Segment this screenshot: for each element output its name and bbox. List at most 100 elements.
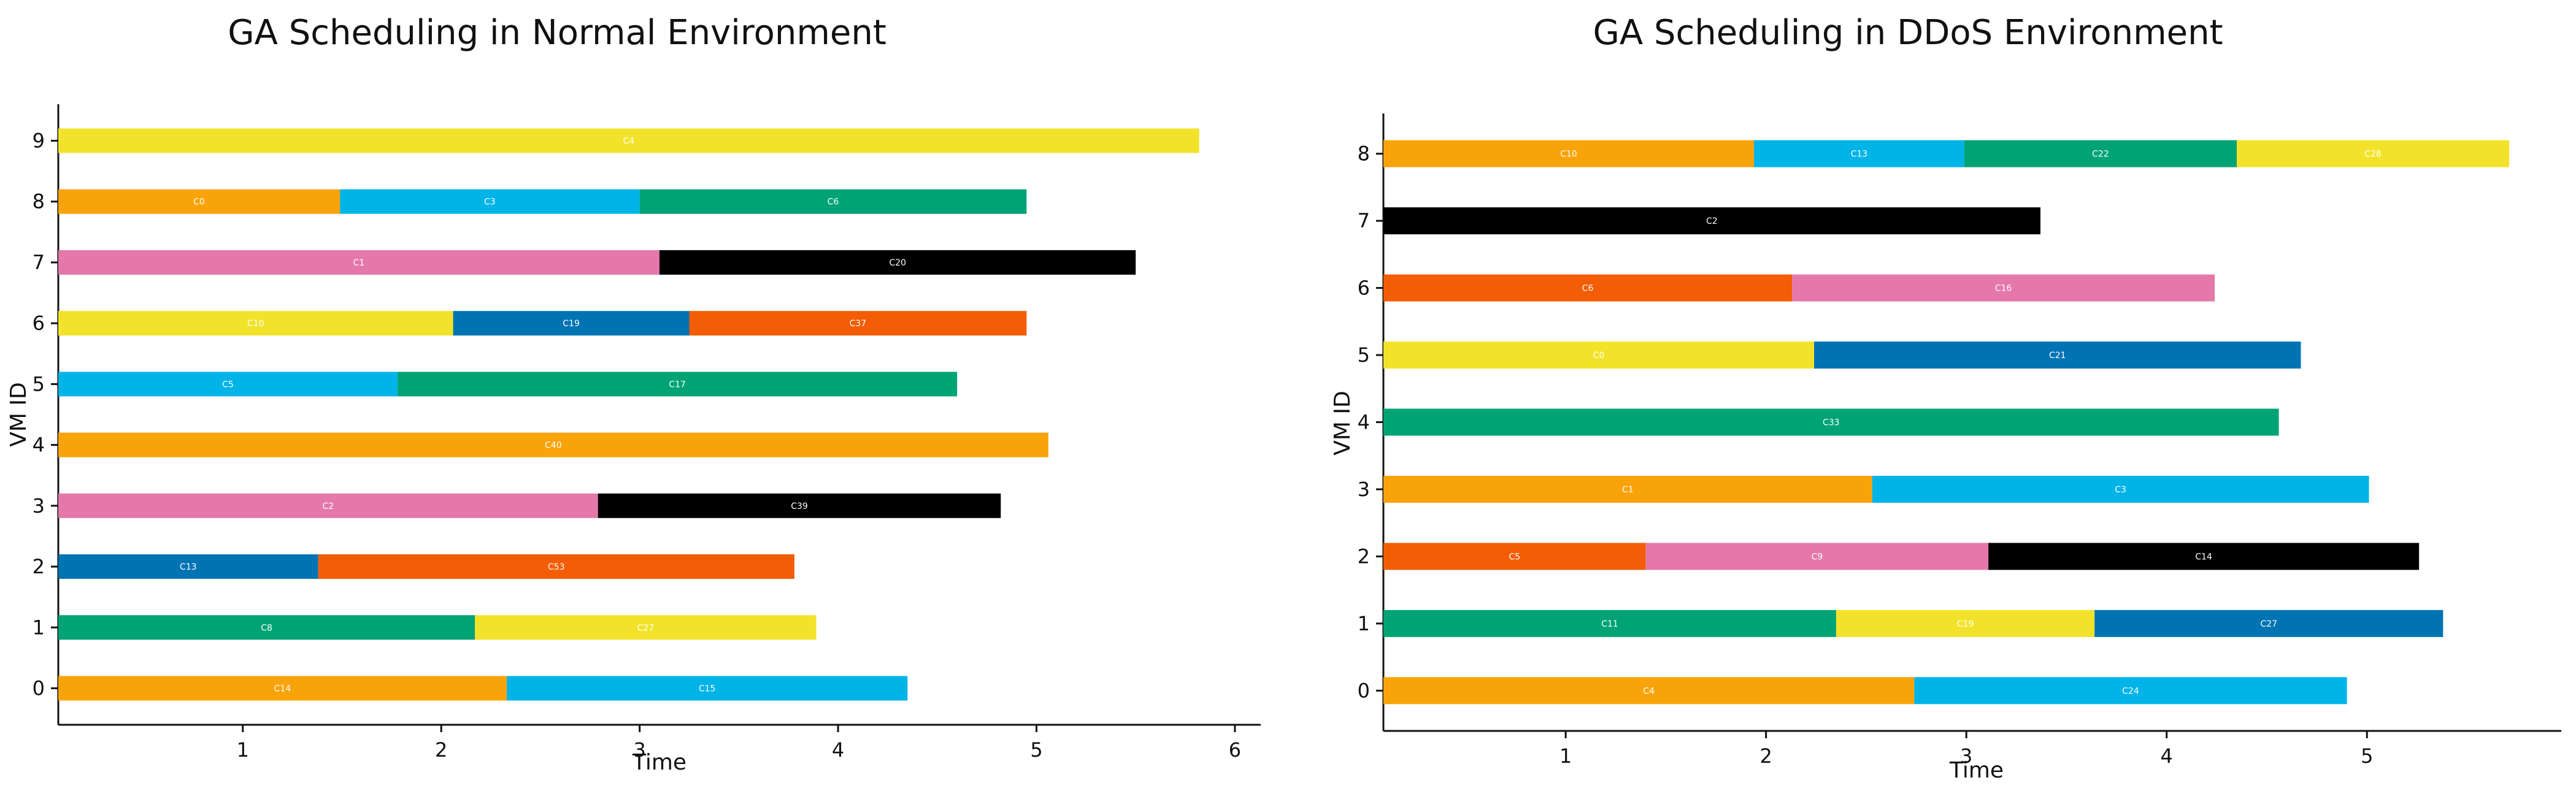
task-label: C28 bbox=[2364, 150, 2382, 159]
x-tick-label: 2 bbox=[1759, 744, 1772, 768]
task-label: C11 bbox=[1601, 619, 1618, 629]
task-bar-vm6-c16 bbox=[1792, 274, 2215, 302]
chart-ddos-environment: GA Scheduling in DDoS Environment VM ID … bbox=[1330, 13, 2561, 783]
task-label: C16 bbox=[1995, 284, 2012, 294]
task-label: C4 bbox=[623, 137, 635, 147]
task-bar-vm3-c1 bbox=[1383, 475, 1872, 503]
task-bar-vm7-c2 bbox=[1383, 207, 2041, 235]
y-tick-label: 6 bbox=[33, 311, 45, 335]
task-bar-vm9-c4 bbox=[58, 128, 1199, 153]
task-label: C2 bbox=[323, 502, 334, 511]
y-tick-label: 7 bbox=[1358, 209, 1370, 232]
x-tick-label: 1 bbox=[1559, 744, 1572, 768]
task-bar-vm0-c14 bbox=[58, 676, 507, 701]
x-tick-label: 4 bbox=[2161, 744, 2173, 768]
task-label: C21 bbox=[2049, 351, 2066, 361]
task-label: C27 bbox=[2260, 619, 2277, 629]
task-bar-vm7-c20 bbox=[659, 250, 1136, 275]
y-tick-label: 4 bbox=[33, 434, 45, 457]
task-label: C40 bbox=[545, 441, 562, 451]
task-bar-vm8-c0 bbox=[58, 189, 340, 214]
task-label: C13 bbox=[180, 562, 197, 572]
task-label: C10 bbox=[247, 319, 264, 329]
y-tick-label: 5 bbox=[33, 372, 45, 396]
y-tick-label: 2 bbox=[1358, 545, 1370, 568]
y-tick-label: 3 bbox=[33, 494, 45, 518]
task-label: C24 bbox=[2122, 686, 2139, 696]
task-label: C6 bbox=[828, 197, 839, 207]
task-label: C0 bbox=[1593, 351, 1605, 361]
task-label: C5 bbox=[222, 380, 234, 389]
y-tick-label: 2 bbox=[33, 555, 45, 578]
y-tick-label: 7 bbox=[33, 251, 45, 274]
task-bar-vm5-c5 bbox=[58, 372, 398, 397]
task-label: C2 bbox=[1706, 216, 1718, 226]
task-label: C15 bbox=[699, 684, 716, 694]
task-bar-vm3-c2 bbox=[58, 493, 598, 518]
task-bar-vm2-c13 bbox=[58, 554, 318, 579]
x-tick-label: 1 bbox=[237, 738, 249, 762]
task-label: C37 bbox=[850, 319, 867, 329]
task-label: C10 bbox=[1560, 150, 1577, 159]
chart-title: GA Scheduling in DDoS Environment bbox=[1593, 13, 2223, 53]
task-label: C3 bbox=[484, 197, 496, 207]
task-bar-vm4-c33 bbox=[1383, 408, 2279, 436]
task-bar-vm1-c11 bbox=[1383, 609, 1836, 637]
task-label: C6 bbox=[1582, 284, 1594, 294]
task-label: C9 bbox=[1812, 552, 1823, 562]
task-bar-vm8-c22 bbox=[1964, 140, 2237, 167]
task-bar-vm8-c28 bbox=[2237, 140, 2510, 167]
task-bar-vm8-c13 bbox=[1754, 140, 1964, 167]
y-tick-label: 1 bbox=[33, 616, 45, 639]
task-label: C8 bbox=[261, 623, 272, 633]
y-tick-label: 6 bbox=[1358, 277, 1370, 300]
task-label: C17 bbox=[669, 380, 686, 389]
task-bar-vm6-c6 bbox=[1383, 274, 1793, 302]
y-tick-label: 9 bbox=[33, 129, 45, 153]
x-tick-label: 3 bbox=[633, 738, 645, 762]
x-tick-label: 3 bbox=[1960, 744, 1972, 768]
y-tick-label: 8 bbox=[33, 190, 45, 213]
y-tick-label: 5 bbox=[1358, 343, 1370, 367]
task-bar-vm4-c40 bbox=[58, 432, 1048, 457]
ticks-group: 0 1 2 3 4 5 6 7 8 1 2 3 4 5 bbox=[1358, 142, 2374, 768]
y-tick-label: 0 bbox=[1358, 679, 1370, 702]
y-axis-label: VM ID bbox=[1330, 391, 1355, 455]
task-bar-vm6-c37 bbox=[689, 311, 1027, 336]
task-label: C20 bbox=[889, 258, 906, 268]
bars-group: C4 C24 C11 C19 C27 C5 C9 C14 C1 C3 C33 C0 C21 C6 C16 C2… bbox=[1383, 140, 2510, 705]
y-tick-label: 8 bbox=[1358, 142, 1370, 166]
task-bar-vm1-c8 bbox=[58, 615, 475, 640]
task-bar-vm5-c0 bbox=[1383, 342, 1815, 369]
task-label: C39 bbox=[791, 502, 808, 511]
x-tick-label: 5 bbox=[2361, 744, 2373, 768]
task-label: C13 bbox=[1851, 150, 1868, 159]
task-label: C4 bbox=[1643, 686, 1655, 696]
task-bar-vm0-c24 bbox=[1914, 677, 2347, 705]
task-bar-vm2-c5 bbox=[1383, 543, 1646, 570]
x-tick-label: 4 bbox=[832, 738, 844, 762]
task-bar-vm0-c4 bbox=[1383, 677, 1915, 705]
task-bar-vm6-c10 bbox=[58, 311, 453, 336]
task-label: C33 bbox=[1823, 418, 1840, 428]
task-bar-vm5-c17 bbox=[398, 372, 958, 397]
x-axis-label: Time bbox=[632, 750, 686, 775]
task-bar-vm8-c3 bbox=[340, 189, 640, 214]
task-label: C1 bbox=[353, 258, 365, 268]
x-axis-label: Time bbox=[1949, 758, 2004, 783]
y-tick-label: 4 bbox=[1358, 411, 1370, 434]
x-tick-label: 5 bbox=[1030, 738, 1042, 762]
task-label: C1 bbox=[1622, 485, 1634, 495]
task-bar-vm0-c15 bbox=[506, 676, 908, 701]
task-bar-vm8-c6 bbox=[639, 189, 1027, 214]
task-label: C22 bbox=[2092, 150, 2109, 159]
y-tick-label: 3 bbox=[1358, 478, 1370, 501]
x-tick-label: 6 bbox=[1229, 738, 1241, 762]
task-label: C5 bbox=[1509, 552, 1521, 562]
task-bar-vm6-c19 bbox=[453, 311, 690, 336]
y-axis-label: VM ID bbox=[6, 382, 31, 446]
task-label: C0 bbox=[193, 197, 205, 207]
task-bar-vm3-c3 bbox=[1872, 475, 2369, 503]
task-bar-vm5-c21 bbox=[1814, 342, 2301, 369]
